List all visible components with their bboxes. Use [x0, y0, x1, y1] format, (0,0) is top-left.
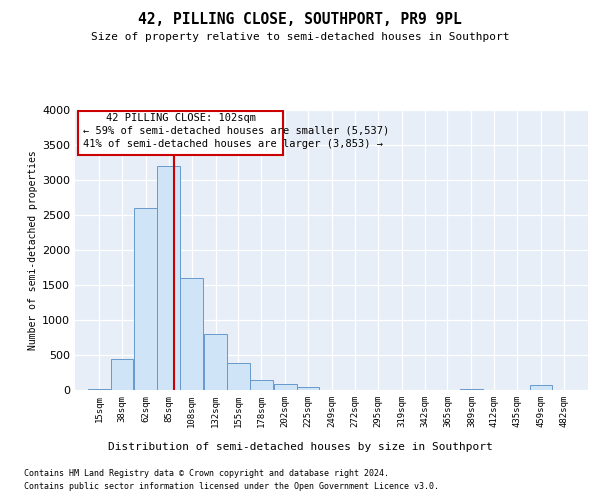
Bar: [180, 278, 203, 390]
Text: Distribution of semi-detached houses by size in Southport: Distribution of semi-detached houses by …: [107, 442, 493, 452]
Bar: [134, 208, 157, 390]
Bar: [274, 384, 296, 390]
Bar: [530, 385, 553, 390]
Bar: [204, 334, 227, 390]
Bar: [250, 380, 272, 390]
Text: Contains HM Land Registry data © Crown copyright and database right 2024.: Contains HM Land Registry data © Crown c…: [24, 469, 389, 478]
Bar: [460, 388, 483, 390]
Y-axis label: Number of semi-detached properties: Number of semi-detached properties: [28, 150, 38, 350]
Text: Contains public sector information licensed under the Open Government Licence v3: Contains public sector information licen…: [24, 482, 439, 491]
Text: ← 59% of semi-detached houses are smaller (5,537): ← 59% of semi-detached houses are smalle…: [83, 126, 389, 136]
Bar: [110, 358, 133, 390]
Bar: [157, 166, 180, 390]
Text: 41% of semi-detached houses are larger (3,853) →: 41% of semi-detached houses are larger (…: [83, 138, 383, 149]
Text: Size of property relative to semi-detached houses in Southport: Size of property relative to semi-detach…: [91, 32, 509, 42]
Bar: [227, 362, 250, 390]
Text: 42 PILLING CLOSE: 102sqm: 42 PILLING CLOSE: 102sqm: [106, 113, 256, 123]
Text: 42, PILLING CLOSE, SOUTHPORT, PR9 9PL: 42, PILLING CLOSE, SOUTHPORT, PR9 9PL: [138, 12, 462, 28]
Bar: [297, 386, 319, 390]
FancyBboxPatch shape: [78, 110, 283, 156]
